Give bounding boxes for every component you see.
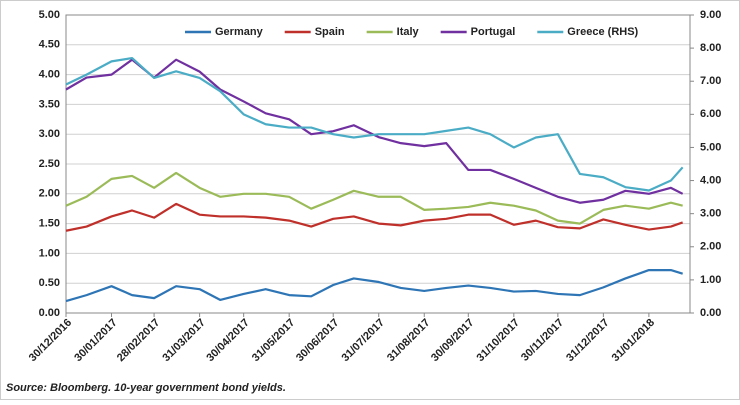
legend-label: Germany	[215, 26, 264, 38]
x-tick-label: 28/02/2017	[115, 317, 162, 364]
y2-tick-label: 0.00	[700, 307, 721, 319]
y2-tick-label: 8.00	[700, 42, 721, 54]
legend-label: Greece (RHS)	[567, 26, 638, 38]
x-tick-label: 31/10/2017	[475, 317, 522, 364]
y2-tick-label: 6.00	[700, 108, 721, 120]
x-tick-label: 31/05/2017	[250, 317, 297, 364]
x-tick-label: 31/12/2017	[564, 317, 611, 364]
series-line	[65, 171, 683, 225]
y-tick-label: 1.50	[39, 218, 60, 230]
series-line	[65, 268, 683, 303]
series-line	[65, 202, 684, 232]
y-tick-label: 5.00	[39, 9, 60, 21]
x-tick-label: 30/12/2016	[27, 317, 74, 364]
x-tick-label: 30/01/2017	[72, 317, 119, 364]
y2-tick-label: 5.00	[700, 141, 721, 153]
y-tick-label: 3.50	[39, 98, 60, 110]
x-tick-label: 30/04/2017	[204, 317, 251, 364]
source-note: Source: Bloomberg. 10-year government bo…	[6, 382, 286, 394]
series-line	[65, 58, 684, 204]
y-tick-label: 2.50	[39, 158, 60, 170]
y-tick-label: 1.00	[39, 247, 60, 259]
legend-label: Italy	[397, 26, 420, 38]
y2-tick-label: 4.00	[700, 174, 721, 186]
x-tick-label: 31/07/2017	[339, 317, 386, 364]
y-tick-label: 4.00	[39, 69, 60, 81]
y-tick-label: 4.50	[39, 39, 60, 51]
y2-tick-label: 3.00	[700, 208, 721, 220]
y-tick-label: 2.00	[39, 188, 60, 200]
x-tick-label: 30/06/2017	[294, 317, 341, 364]
x-tick-label: 30/11/2017	[519, 317, 566, 364]
y-tick-label: 3.00	[39, 128, 60, 140]
y-tick-label: 0.50	[39, 277, 60, 289]
y2-tick-label: 1.00	[700, 274, 721, 286]
x-tick-label: 31/08/2017	[385, 317, 432, 364]
legend-label: Portugal	[471, 26, 516, 38]
legend-label: Spain	[315, 26, 345, 38]
series-line	[65, 56, 684, 192]
y2-tick-label: 9.00	[700, 9, 721, 21]
plot-border	[65, 14, 691, 314]
y2-tick-label: 7.00	[700, 75, 721, 87]
x-tick-label: 31/03/2017	[160, 317, 207, 364]
x-tick-label: 30/09/2017	[429, 317, 476, 364]
x-tick-label: 31/01/2018	[610, 317, 657, 364]
y2-tick-label: 2.00	[700, 241, 721, 253]
y-tick-label: 0.00	[39, 307, 60, 319]
